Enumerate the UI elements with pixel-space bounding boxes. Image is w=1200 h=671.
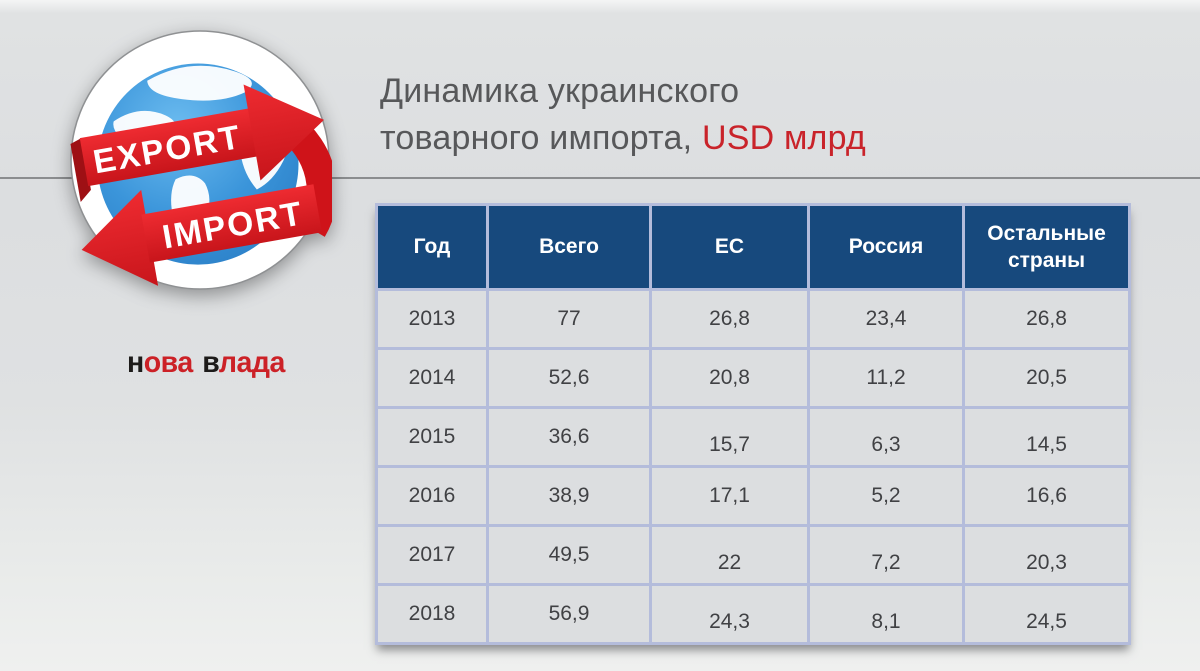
table-cell: 15,7	[652, 409, 807, 465]
table-cell: 5,2	[810, 468, 962, 524]
table-cell: 38,9	[489, 468, 649, 524]
table-cell: 2014	[378, 350, 486, 406]
horizontal-divider	[0, 177, 1200, 179]
export-import-logo: EXPORT IMPORT	[70, 30, 332, 290]
table-cell: 16,6	[965, 468, 1128, 524]
table-cell: 8,1	[810, 586, 962, 642]
table-cell: 6,3	[810, 409, 962, 465]
table-cell: 22	[652, 527, 807, 583]
table-cell: 26,8	[652, 291, 807, 347]
table-cell: 20,8	[652, 350, 807, 406]
table-cell: 2017	[378, 527, 486, 583]
table-cell: 77	[489, 291, 649, 347]
table-cell: 2016	[378, 468, 486, 524]
column-header: Остальные страны	[965, 206, 1128, 288]
table-cell: 17,1	[652, 468, 807, 524]
table-cell: 26,8	[965, 291, 1128, 347]
title-unit-highlight: USD млрд	[701, 119, 866, 157]
title-line-1: Динамика украинского	[380, 72, 740, 110]
brand-wordmark: нова влада	[127, 346, 285, 379]
table-cell: 14,5	[965, 409, 1128, 465]
table-cell: 20,3	[965, 527, 1128, 583]
export-ribbon: EXPORT	[70, 84, 324, 202]
title-line-2: товарного импорта, USD млрд	[380, 119, 866, 157]
table-cell: 49,5	[489, 527, 649, 583]
table-cell: 20,5	[965, 350, 1128, 406]
import-dynamics-table: Год Всего ЕС Россия Остальные страны 201…	[375, 203, 1131, 645]
table-cell: 11,2	[810, 350, 962, 406]
table-cell: 24,5	[965, 586, 1128, 642]
table-cell: 7,2	[810, 527, 962, 583]
column-header: Россия	[810, 206, 962, 288]
table-cell: 2015	[378, 409, 486, 465]
table-cell: 56,9	[489, 586, 649, 642]
table-cell: 36,6	[489, 409, 649, 465]
table-cell: 52,6	[489, 350, 649, 406]
column-header: Всего	[489, 206, 649, 288]
table-cell: 24,3	[652, 586, 807, 642]
table-cell: 2018	[378, 586, 486, 642]
table-cell: 23,4	[810, 291, 962, 347]
page-title: Динамика украинского товарного импорта, …	[380, 68, 866, 162]
column-header: ЕС	[652, 206, 807, 288]
table-cell: 2013	[378, 291, 486, 347]
column-header: Год	[378, 206, 486, 288]
